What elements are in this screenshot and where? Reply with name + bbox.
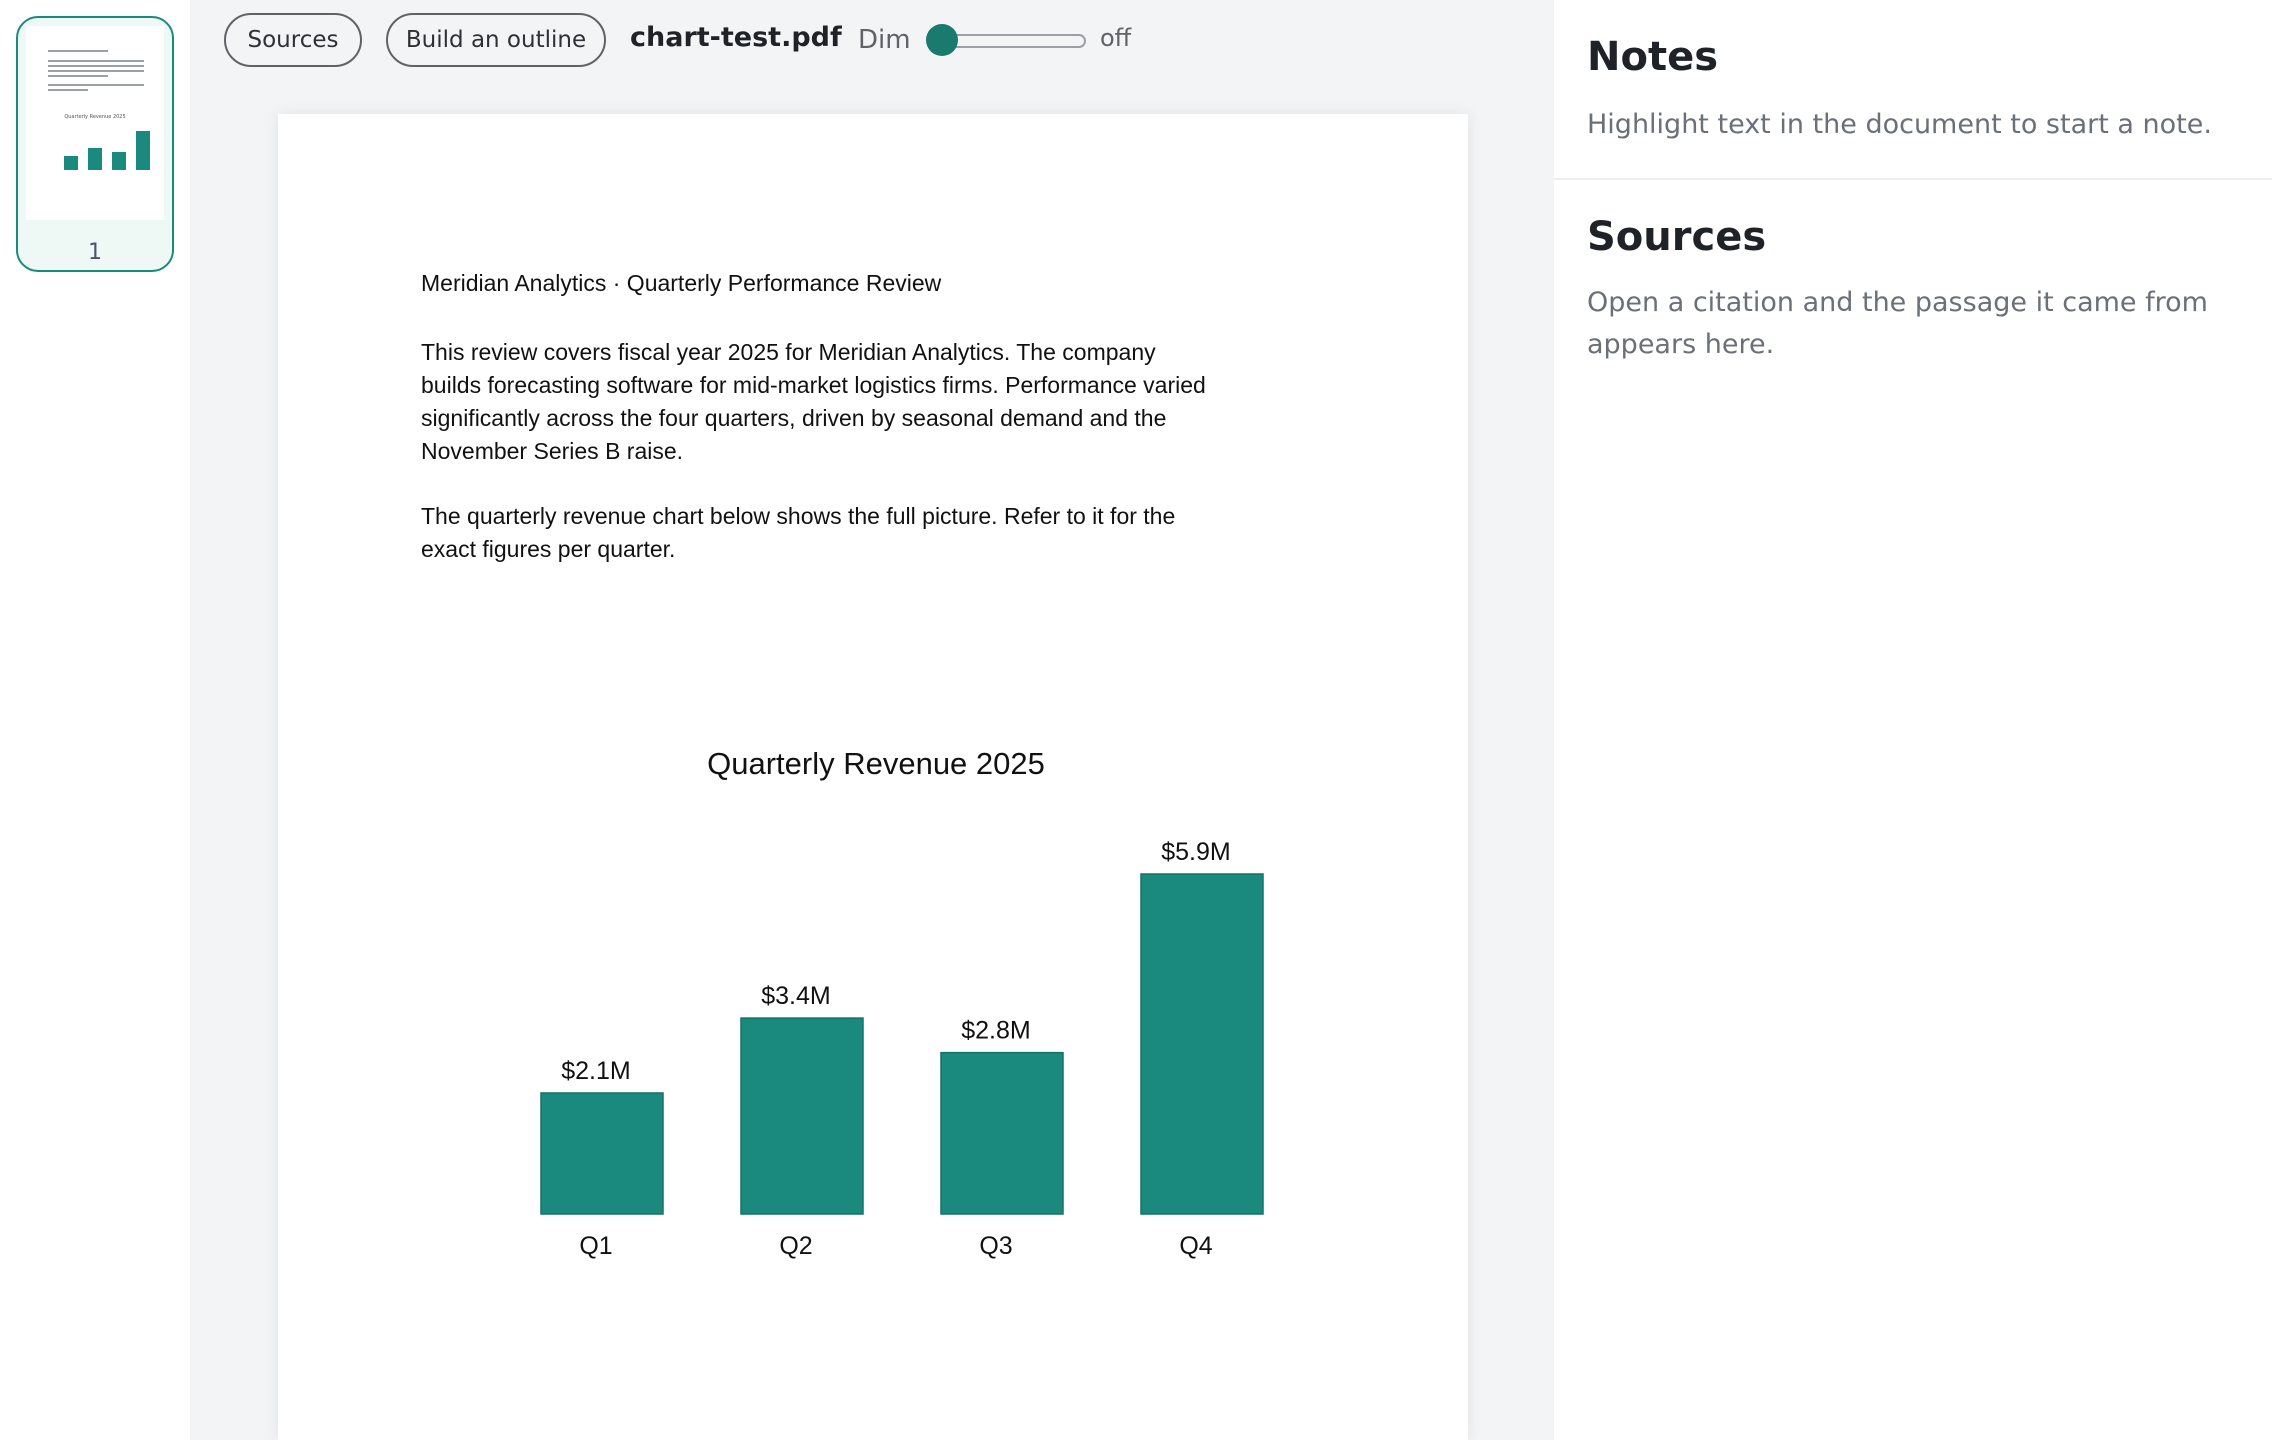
thumbnail-chart-title: Quarterly Revenue 2025	[64, 114, 126, 120]
notes-section: Notes Highlight text in the document to …	[1554, 0, 2272, 180]
document-page: Meridian Analytics · Quarterly Performan…	[278, 114, 1468, 1440]
thumbnail-page-preview: Quarterly Revenue 2025	[26, 26, 164, 220]
dim-state-label: off	[1100, 24, 1132, 52]
file-name: chart-test.pdf	[630, 22, 842, 53]
chart-bar-q4	[1140, 873, 1264, 1215]
notes-panel: Notes Highlight text in the document to …	[1554, 0, 2272, 1440]
sources-hint: Open a citation and the passage it came …	[1587, 287, 2208, 360]
document-paragraph: This review covers fiscal year 2025 for …	[421, 339, 1206, 464]
notes-hint: Highlight text in the document to start …	[1587, 109, 2212, 140]
thumbnail-bar	[112, 152, 126, 170]
chart-data-label: $2.1M	[561, 1057, 630, 1085]
chart-bar-q3	[940, 1051, 1064, 1215]
chart-data-label: $5.9M	[1161, 838, 1230, 866]
chart-data-label: $2.8M	[961, 1017, 1030, 1045]
chart-category-label: Q1	[579, 1232, 612, 1260]
toolbar: Sources Build an outline chart-test.pdf …	[190, 0, 1554, 80]
notes-title: Notes	[1587, 34, 1719, 80]
dim-slider[interactable]	[926, 24, 1086, 56]
chart-bar-q1	[540, 1092, 664, 1215]
sources-button[interactable]: Sources	[224, 13, 362, 67]
document-heading: Meridian Analytics · Quarterly Performan…	[421, 270, 942, 296]
document-paragraph: The quarterly revenue chart below shows …	[421, 503, 1176, 562]
chart-data-label: $3.4M	[761, 982, 830, 1010]
sources-title: Sources	[1587, 214, 1767, 260]
chart-category-label: Q2	[779, 1232, 812, 1260]
chart-bar-q2	[740, 1017, 864, 1215]
thumbnail-bar	[136, 131, 150, 170]
chart-title: Quarterly Revenue 2025	[707, 746, 1045, 781]
chart-category-label: Q4	[1179, 1232, 1212, 1260]
chart-category-label: Q3	[979, 1232, 1012, 1260]
dim-slider-thumb[interactable]	[926, 24, 958, 56]
page-thumbnail[interactable]: Quarterly Revenue 2025 1	[16, 16, 174, 272]
thumbnail-page-number: 1	[88, 240, 102, 265]
thumbnail-strip: Quarterly Revenue 2025 1	[0, 0, 190, 1440]
revenue-chart: Quarterly Revenue 2025 $2.1M Q1 $3.4M Q2 $2.8…	[540, 746, 1264, 1260]
build-outline-button[interactable]: Build an outline	[386, 13, 606, 67]
dim-label: Dim	[858, 25, 911, 55]
thumbnail-bar	[64, 156, 78, 170]
thumbnail-bar	[88, 148, 102, 170]
